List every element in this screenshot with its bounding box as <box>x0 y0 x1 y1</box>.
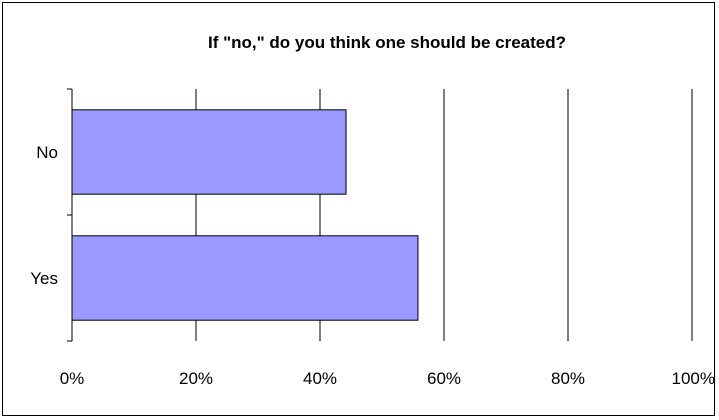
x-tick-label: 80% <box>551 369 585 388</box>
chart-frame <box>2 2 715 416</box>
chart-title: If "no," do you think one should be crea… <box>208 33 566 52</box>
bar-yes <box>71 235 419 321</box>
category-label: Yes <box>30 269 58 288</box>
axis-layer <box>67 88 73 342</box>
bar-layer <box>71 109 419 321</box>
label-layer: No Yes 0% 20% 40% 60% 80% 100% <box>30 143 715 388</box>
x-tick-label: 0% <box>60 369 85 388</box>
x-tick-label: 100% <box>672 369 715 388</box>
category-label: No <box>36 143 58 162</box>
x-tick-label: 20% <box>179 369 213 388</box>
x-tick-label: 40% <box>303 369 337 388</box>
bar-no <box>71 109 347 195</box>
x-tick-label: 60% <box>427 369 461 388</box>
